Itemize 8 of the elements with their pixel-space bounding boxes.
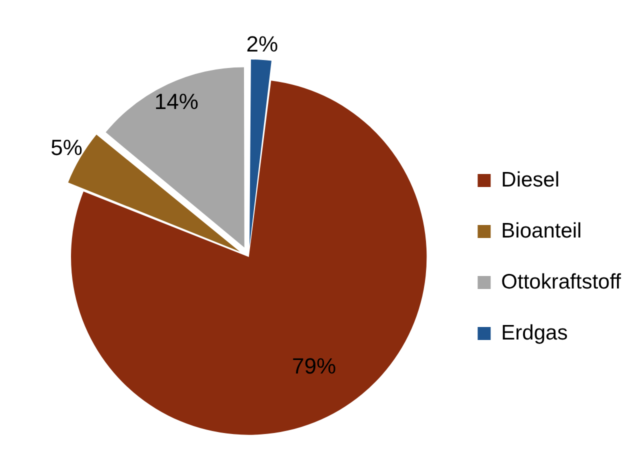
data-label: 5% (50, 135, 82, 160)
data-label: 14% (154, 89, 198, 114)
legend-label: Erdgas (501, 321, 568, 344)
data-label: 2% (246, 32, 278, 57)
legend-label: Bioanteil (501, 219, 582, 242)
legend-label: Ottokraftstoff (501, 270, 622, 294)
legend-label: Diesel (501, 168, 560, 192)
data-label: 79% (292, 353, 336, 378)
